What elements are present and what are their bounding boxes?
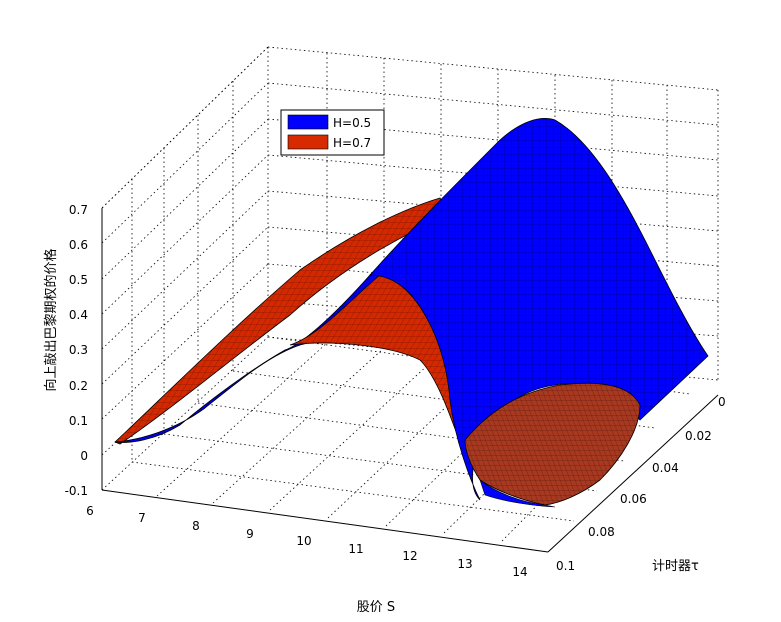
legend-label-h07: H=0.7 [333,136,371,150]
y-tick: 0.1 [556,559,575,573]
z-tick: 0.1 [69,414,88,428]
z-tick-labels: 0.7 0.6 0.5 0.4 0.3 0.2 0.1 0 -0.1 [65,203,88,498]
x-tick: 7 [138,511,146,525]
legend-label-h05: H=0.5 [333,116,371,130]
legend-swatch-h05 [287,114,329,130]
z-tick: 0.3 [69,343,88,357]
y-tick: 0.08 [588,525,615,539]
z-tick: 0.7 [69,203,88,217]
z-tick: 0 [80,449,88,463]
y-tick: 0 [718,395,726,409]
x-tick: 8 [192,519,200,533]
x-tick: 9 [246,527,254,541]
x-tick: 10 [296,534,311,548]
z-tick: 0.6 [69,238,88,252]
y-axis-label: 计时器τ [652,559,699,574]
x-tick: 12 [402,549,417,563]
legend: H=0.5 H=0.7 [280,109,385,156]
z-tick: -0.1 [65,484,88,498]
y-tick: 0.06 [620,492,647,506]
y-tick-labels: 0 0.02 0.04 0.06 0.08 0.1 [556,395,726,573]
x-axis-label: 股价 S [357,600,395,615]
z-tick: 0.2 [69,379,88,393]
z-axis-label: 向上敲出巴黎期权的价格 [43,248,59,391]
x-tick-labels: 6 7 8 9 10 11 12 13 14 [86,504,527,579]
x-tick: 13 [457,557,472,571]
x-tick: 11 [348,542,363,556]
y-tick: 0.04 [652,461,679,475]
y-tick: 0.02 [685,429,712,443]
surface-h07-front [464,382,641,508]
x-tick: 6 [86,504,94,518]
legend-swatch-h07 [287,134,329,150]
x-tick: 14 [512,565,527,579]
z-tick: 0.4 [69,308,88,322]
surface-h05-front-rim [479,479,556,508]
z-tick: 0.5 [69,273,88,287]
